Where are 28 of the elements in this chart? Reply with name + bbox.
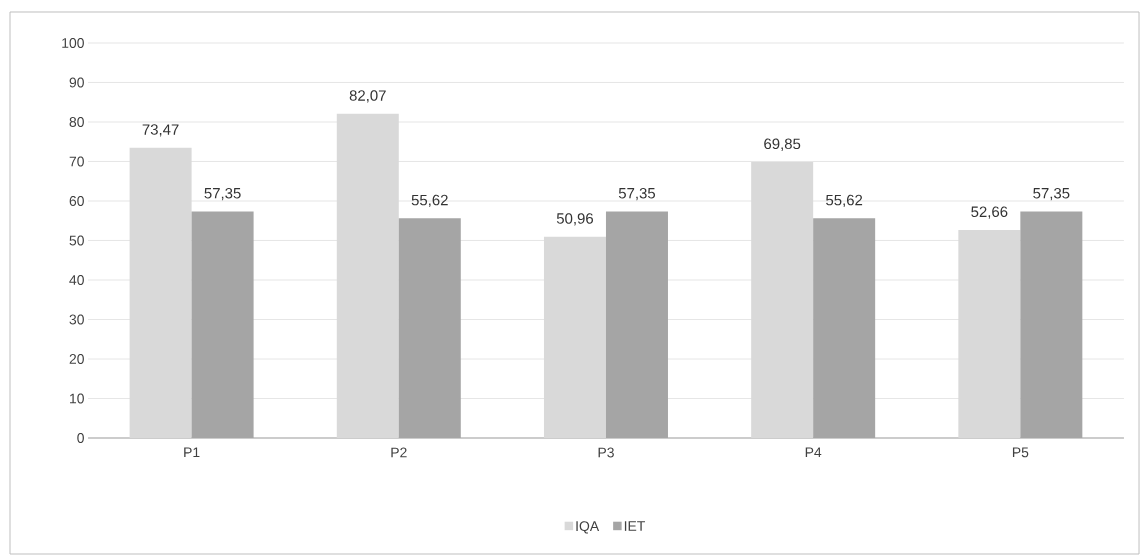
y-tick-label: 60: [69, 196, 84, 206]
x-tick-label: P3: [598, 447, 614, 458]
y-tick-label: 10: [70, 393, 84, 404]
data-label: 57,35: [204, 187, 241, 201]
data-label: 55,62: [826, 194, 863, 208]
data-label: 73,47: [142, 124, 179, 137]
x-tick-label: P2: [391, 447, 407, 458]
y-tick-label: 20: [69, 354, 84, 364]
y-tick-label: 70: [69, 156, 84, 167]
y-tick-label: 50: [69, 235, 84, 246]
y-tick-label: 90: [69, 77, 84, 88]
y-tick-label: 40: [69, 275, 84, 285]
y-tick-label: 30: [69, 314, 84, 325]
y-tick-label: 0: [77, 433, 84, 443]
x-tick-label: P5: [1012, 447, 1029, 458]
data-label: 57,35: [1033, 187, 1070, 201]
data-label: 50,96: [556, 213, 594, 226]
data-label: 52,66: [971, 206, 1008, 219]
y-tick-label: 100: [62, 38, 84, 48]
x-tick-label: P4: [805, 447, 822, 458]
data-label: 69,85: [764, 138, 801, 151]
data-label: 82,07: [349, 90, 386, 103]
data-label: 55,62: [411, 194, 448, 208]
x-tick-label: P1: [184, 447, 200, 458]
legend-label: IQA: [576, 521, 600, 534]
legend-label: IET: [624, 521, 646, 531]
data-label: 57,35: [618, 187, 656, 201]
y-tick-label: 80: [69, 117, 84, 127]
